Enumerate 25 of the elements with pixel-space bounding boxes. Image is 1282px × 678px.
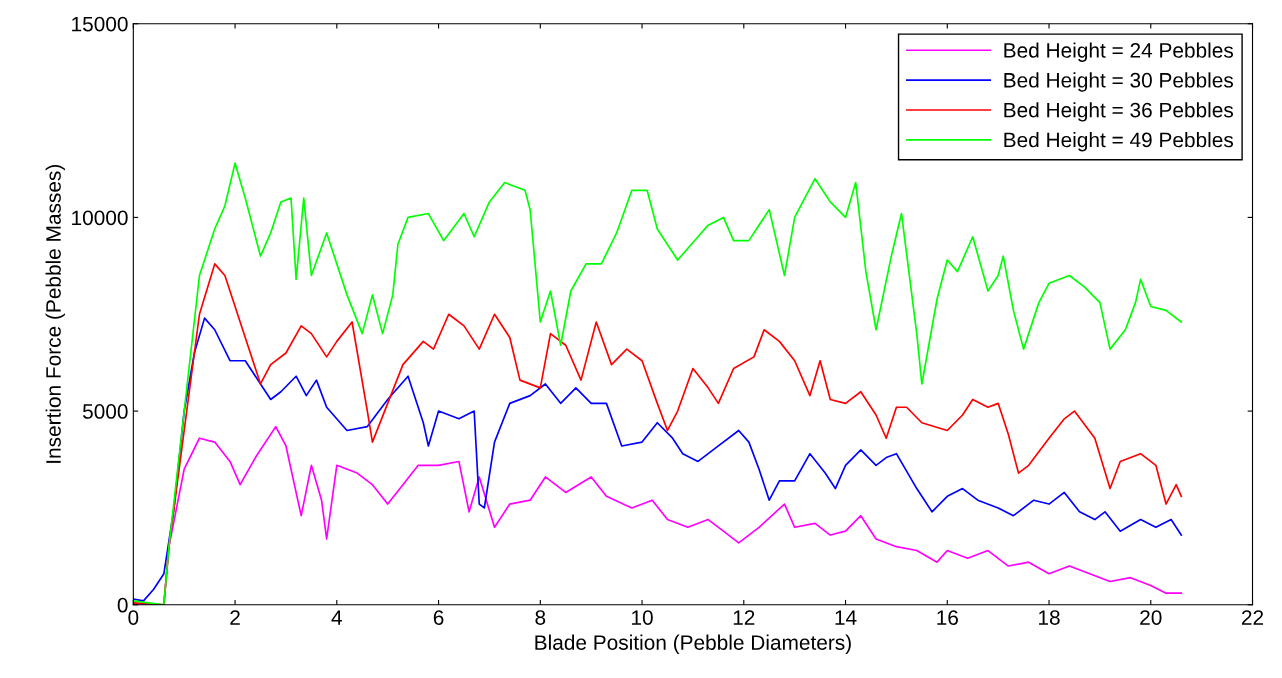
x-tick-label: 10 [632, 610, 653, 625]
legend-label: Bed Height = 24 Pebbles [1004, 42, 1234, 62]
x-tick-label: 14 [835, 610, 857, 625]
legend-label: Bed Height = 36 Pebbles [1004, 102, 1234, 122]
line-series [133, 317, 1183, 602]
legend-label: Bed Height = 30 Pebbles [1004, 72, 1234, 92]
y-axis-title: Insertion Force (Pebble Masses) [45, 165, 65, 463]
line-series [133, 162, 1183, 605]
line-series [133, 263, 1183, 605]
x-tick-label: 22 [1241, 610, 1264, 625]
y-tick-label: 10000 [72, 210, 128, 226]
x-tick-label: 6 [433, 610, 444, 625]
y-tick-label: 15000 [72, 16, 128, 32]
x-tick-label: 0 [128, 610, 139, 625]
x-tick-label: 16 [937, 610, 958, 625]
y-tick-label: 0 [117, 597, 128, 613]
x-tick-label: 8 [535, 610, 546, 625]
x-tick-label: 2 [230, 610, 240, 625]
x-tick-label: 20 [1140, 610, 1162, 625]
x-tick-label: 18 [1039, 610, 1060, 625]
legend-label: Bed Height = 49 Pebbles [1004, 131, 1234, 152]
x-axis-title: Blade Position (Pebble Diameters) [535, 634, 851, 655]
x-tick-label: 4 [331, 610, 342, 625]
y-tick-label: 5000 [82, 404, 128, 419]
x-tick-label: 12 [733, 610, 755, 625]
